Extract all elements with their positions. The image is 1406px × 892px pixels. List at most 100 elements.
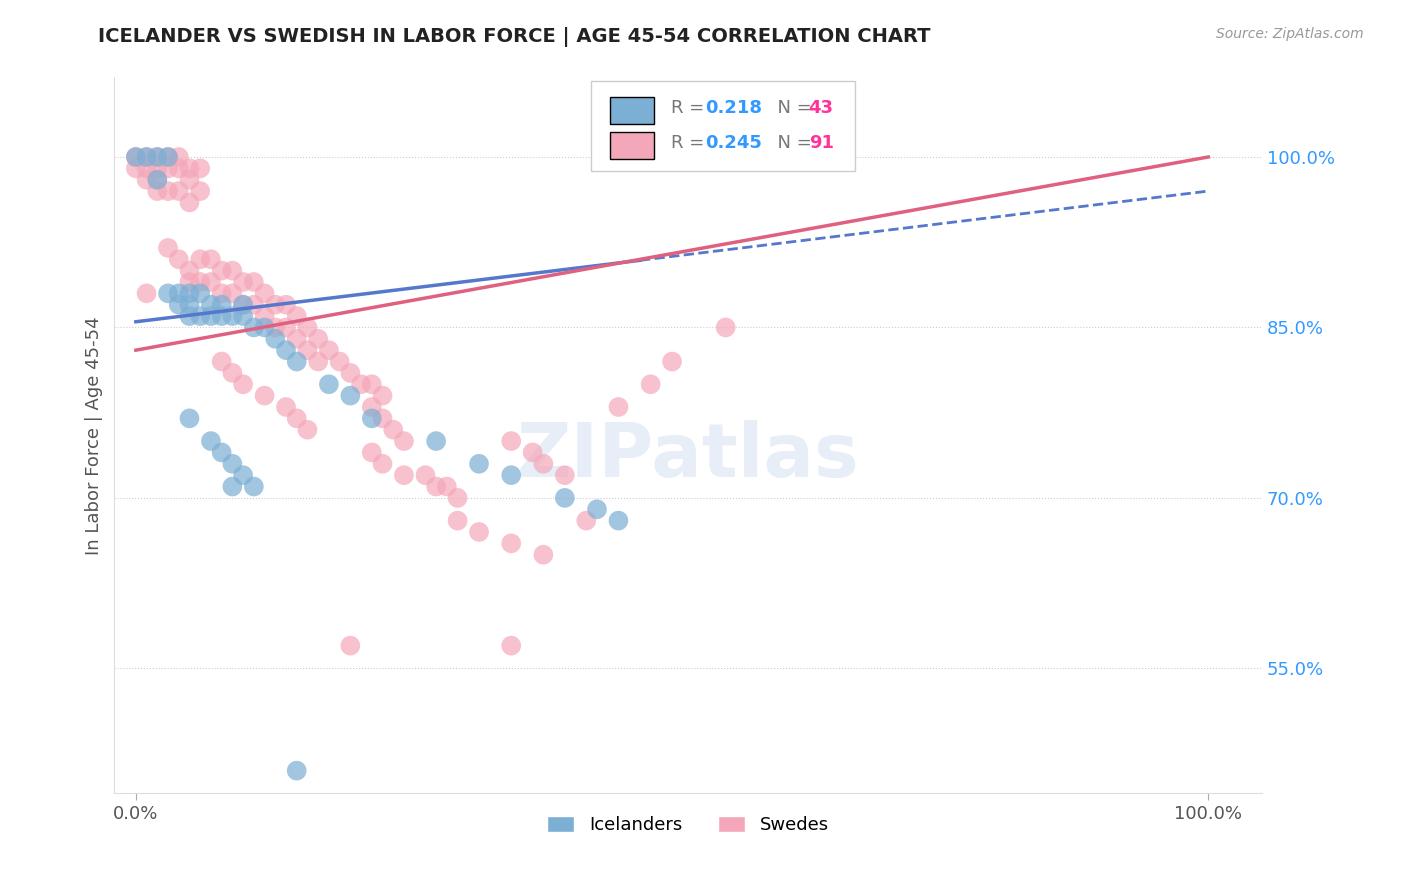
Text: ICELANDER VS SWEDISH IN LABOR FORCE | AGE 45-54 CORRELATION CHART: ICELANDER VS SWEDISH IN LABOR FORCE | AG…	[98, 27, 931, 46]
Point	[297, 343, 319, 358]
Point	[264, 320, 287, 334]
Text: 0.218: 0.218	[706, 99, 762, 117]
Point	[285, 354, 308, 368]
Point	[371, 457, 394, 471]
Point	[285, 309, 308, 323]
Point	[339, 389, 361, 403]
Point	[501, 536, 523, 550]
Point	[318, 377, 340, 392]
Point	[243, 298, 266, 312]
Point	[554, 491, 576, 505]
Point	[360, 445, 382, 459]
Legend: Icelanders, Swedes: Icelanders, Swedes	[547, 816, 830, 834]
Point	[274, 343, 297, 358]
Point	[232, 298, 254, 312]
Point	[200, 298, 222, 312]
Point	[146, 150, 169, 164]
Text: 91: 91	[808, 135, 834, 153]
Point	[339, 639, 361, 653]
Point	[425, 434, 447, 448]
Point	[360, 411, 382, 425]
Point	[135, 286, 157, 301]
Point	[167, 150, 190, 164]
Point	[200, 252, 222, 267]
Point	[360, 400, 382, 414]
Point	[146, 172, 169, 186]
Point	[501, 434, 523, 448]
Point	[188, 309, 211, 323]
Point	[339, 366, 361, 380]
Point	[329, 354, 352, 368]
Point	[382, 423, 405, 437]
Point	[179, 411, 201, 425]
Point	[221, 457, 243, 471]
Point	[392, 468, 415, 483]
Point	[179, 286, 201, 301]
Point	[392, 434, 415, 448]
Point	[297, 320, 319, 334]
Point	[232, 377, 254, 392]
Point	[522, 445, 544, 459]
Point	[200, 275, 222, 289]
Point	[221, 366, 243, 380]
Text: ZIPatlas: ZIPatlas	[517, 420, 859, 493]
Point	[232, 309, 254, 323]
Point	[285, 764, 308, 778]
Text: 43: 43	[808, 99, 834, 117]
Point	[285, 411, 308, 425]
Point	[179, 275, 201, 289]
Text: R =: R =	[671, 135, 710, 153]
Point	[415, 468, 437, 483]
Point	[221, 309, 243, 323]
Text: N =: N =	[766, 135, 818, 153]
Point	[179, 172, 201, 186]
Point	[531, 457, 554, 471]
Point	[297, 423, 319, 437]
Point	[211, 286, 233, 301]
Point	[607, 400, 630, 414]
Point	[125, 150, 148, 164]
Point	[157, 150, 180, 164]
Point	[221, 263, 243, 277]
Point	[188, 286, 211, 301]
Point	[661, 354, 683, 368]
Point	[135, 172, 157, 186]
Point	[179, 298, 201, 312]
Point	[188, 275, 211, 289]
Point	[371, 389, 394, 403]
Point	[243, 479, 266, 493]
Point	[146, 150, 169, 164]
Point	[157, 184, 180, 198]
Text: 0.245: 0.245	[706, 135, 762, 153]
Point	[253, 309, 276, 323]
Point	[167, 161, 190, 176]
Point	[425, 479, 447, 493]
Point	[188, 161, 211, 176]
Point	[446, 514, 468, 528]
Point	[360, 377, 382, 392]
Point	[179, 161, 201, 176]
Point	[232, 298, 254, 312]
Point	[200, 434, 222, 448]
Point	[146, 184, 169, 198]
Point	[468, 524, 491, 539]
Point	[200, 309, 222, 323]
Y-axis label: In Labor Force | Age 45-54: In Labor Force | Age 45-54	[86, 316, 103, 555]
Point	[243, 320, 266, 334]
Point	[307, 332, 329, 346]
FancyBboxPatch shape	[610, 132, 654, 159]
Point	[179, 263, 201, 277]
Point	[501, 468, 523, 483]
Point	[531, 548, 554, 562]
Point	[575, 514, 598, 528]
Point	[135, 150, 157, 164]
Point	[274, 298, 297, 312]
FancyBboxPatch shape	[591, 81, 855, 170]
Point	[221, 286, 243, 301]
Point	[167, 286, 190, 301]
Point	[157, 241, 180, 255]
Point	[211, 445, 233, 459]
Point	[264, 298, 287, 312]
Point	[436, 479, 458, 493]
Point	[285, 332, 308, 346]
